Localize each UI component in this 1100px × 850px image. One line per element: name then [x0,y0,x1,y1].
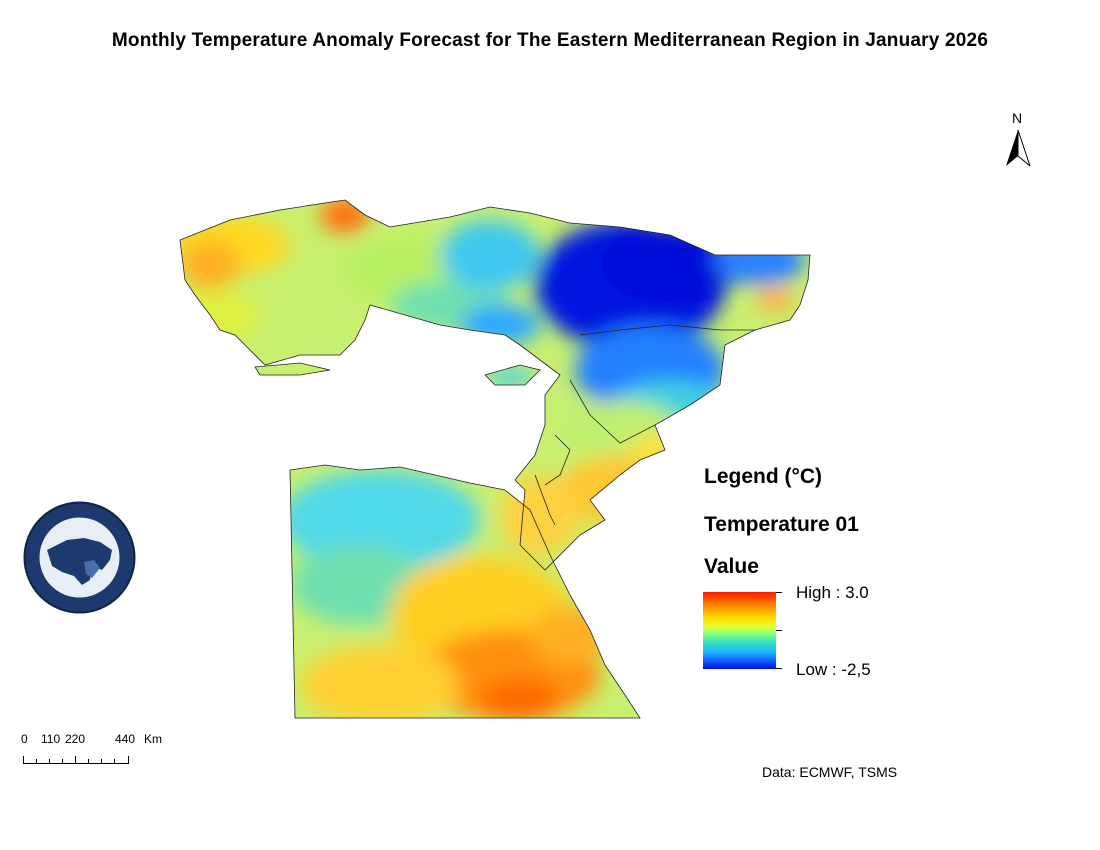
legend-tick-high [776,592,782,593]
legend-tick-mid [776,630,782,631]
climate-centre-logo [22,500,137,615]
north-arrow: N [1000,110,1036,180]
legend-layer-name: Temperature 01 [704,513,859,536]
map-title: Monthly Temperature Anomaly Forecast for… [111,30,989,51]
north-label: N [1012,110,1023,126]
scale-bar-graphic [23,756,129,764]
scale-label-440: 440 [115,732,136,746]
data-credit: Data: ECMWF, TSMS [762,764,898,780]
legend-title: Legend (°C) [704,465,823,488]
scale-label-220: 220 [65,732,86,746]
legend-high-label: High : 3.0 [796,583,869,602]
scale-label-0: 0 [21,732,28,746]
scale-label-unit: Km [144,732,162,746]
climate-centre-logo-icon [23,501,136,614]
scale-bar: 0 110 220 440 Km [18,732,178,772]
scale-label-110: 110 [41,732,61,746]
temperature-anomaly-map [179,199,811,719]
legend-tick-low [776,668,782,669]
legend-field-name: Value [704,555,759,578]
legend-color-ramp [703,592,776,669]
north-arrow-icon [1006,130,1031,166]
legend-low-label: Low : -2,5 [796,660,871,679]
